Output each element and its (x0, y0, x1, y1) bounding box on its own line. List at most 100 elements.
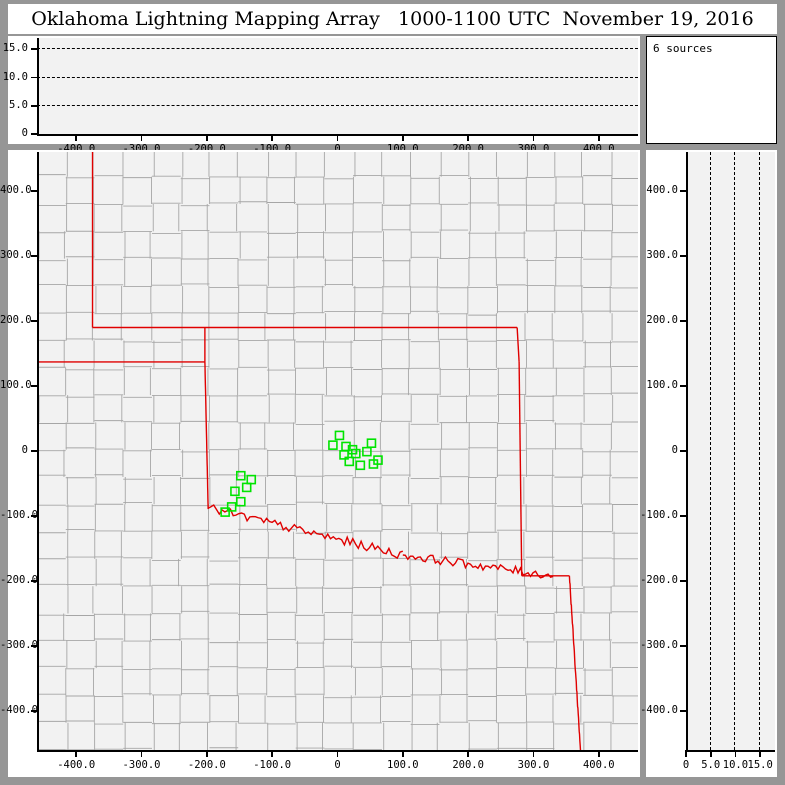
x-gridline (709, 152, 711, 750)
lightning-source-marker (241, 482, 252, 493)
lightning-source-marker (230, 486, 240, 497)
y-tick-label: 200.0 (0, 314, 32, 326)
y-tick-label: 400.0 (646, 184, 678, 196)
lightning-source-marker (355, 460, 366, 471)
x-tick (532, 750, 535, 757)
lightning-source-marker (220, 507, 230, 517)
y-tick-label: 400.0 (0, 184, 32, 196)
lightning-source-marker (226, 502, 237, 512)
x-gridline (734, 152, 736, 750)
x-tick (206, 750, 208, 757)
y-tick-label: 10.0 (2, 70, 28, 83)
x-tick (402, 134, 404, 141)
y-tick (31, 515, 38, 517)
title-bar: Oklahoma Lightning Mapping Array 1000-11… (8, 4, 777, 34)
y-tick (31, 104, 38, 107)
x-tick (685, 750, 687, 757)
time-height-plot-area[interactable] (37, 38, 638, 134)
x-tick-label: 15.0 (747, 759, 773, 771)
x-tick-label: 100.0 (387, 759, 419, 771)
x-tick-label: 5.0 (701, 759, 721, 771)
x-tick-label: 400.0 (582, 759, 615, 771)
x-tick-label: -400.0 (57, 759, 96, 771)
state-boundary-east (518, 361, 523, 576)
x-tick-label: 300.0 (517, 759, 550, 771)
y-gridline (37, 104, 638, 106)
lightning-source-marker (362, 446, 372, 457)
y-tick-label: 0 (21, 444, 28, 456)
lightning-source-marker (236, 470, 246, 481)
x-tick-label: 0 (682, 759, 690, 771)
y-tick-label: 200.0 (646, 314, 678, 326)
y-tick (680, 320, 687, 322)
y-tick-label: -200.0 (640, 574, 678, 586)
y-tick (680, 710, 687, 712)
y-gridline (37, 76, 638, 78)
y-tick-label: -300.0 (640, 639, 678, 651)
map-plot-area[interactable] (37, 152, 638, 750)
page-title: Oklahoma Lightning Mapping Array 1000-11… (31, 8, 754, 30)
x-tick (598, 750, 600, 757)
y-tick (31, 320, 38, 322)
y-tick (31, 710, 38, 712)
x-tick (140, 134, 143, 141)
y-tick-label: 100.0 (646, 379, 678, 391)
y-tick (680, 515, 687, 517)
x-tick (709, 750, 712, 757)
lightning-source-marker (350, 448, 361, 459)
x-tick (336, 134, 339, 141)
x-tick (206, 134, 208, 141)
altitude-north-plot-area[interactable] (686, 152, 775, 750)
source-count-label: 6 sources (653, 42, 713, 55)
y-tick (680, 580, 687, 582)
map-geography (37, 152, 638, 750)
x-tick (271, 750, 273, 757)
y-tick-label: 300.0 (0, 249, 32, 261)
x-tick (532, 134, 535, 141)
lightning-source-marker (236, 496, 246, 507)
lightning-source-marker (334, 430, 345, 441)
x-tick (759, 750, 761, 757)
y-gridline (37, 48, 638, 50)
y-tick (680, 255, 687, 257)
y-tick (31, 48, 38, 51)
x-tick (75, 134, 77, 141)
state-boundary-east-upper (516, 327, 520, 362)
y-tick-label: 100.0 (0, 379, 32, 391)
state-boundary-texas-panhandle (204, 361, 209, 510)
x-tick (598, 134, 600, 141)
x-tick (271, 134, 273, 141)
lightning-source-marker (246, 474, 257, 485)
y-axis-line (37, 38, 39, 134)
x-tick-label: -200.0 (187, 759, 226, 771)
x-tick-label: 0 (334, 759, 341, 771)
y-tick-label: -200.0 (0, 574, 38, 586)
source-count-panel: 6 sources (646, 36, 777, 144)
x-tick-label: 200.0 (452, 759, 484, 771)
x-gridline (759, 152, 761, 750)
y-tick (31, 385, 38, 387)
y-tick (680, 190, 687, 192)
y-tick-label: -100.0 (0, 509, 38, 521)
state-boundary-red-river-west (207, 504, 404, 560)
y-tick-label: -400.0 (640, 704, 678, 716)
x-tick-label: -300.0 (122, 759, 161, 771)
y-tick-label: 300.0 (646, 249, 678, 261)
lightning-source-marker (368, 459, 379, 469)
lightning-source-markers (220, 430, 383, 517)
y-tick (31, 450, 38, 452)
lightning-source-marker (366, 438, 377, 449)
y-tick-label: 15.0 (2, 42, 28, 55)
x-tick (467, 134, 469, 141)
x-tick (75, 750, 77, 757)
y-tick (31, 645, 38, 647)
x-tick (734, 750, 737, 757)
state-boundary-texas-east (568, 575, 582, 750)
y-tick (680, 450, 687, 452)
x-tick (140, 750, 143, 757)
y-tick-label: 0 (21, 127, 28, 139)
y-tick-label: 5.0 (9, 98, 28, 111)
y-tick-label: -400.0 (0, 704, 38, 716)
y-tick (31, 580, 38, 582)
x-tick (402, 750, 404, 757)
